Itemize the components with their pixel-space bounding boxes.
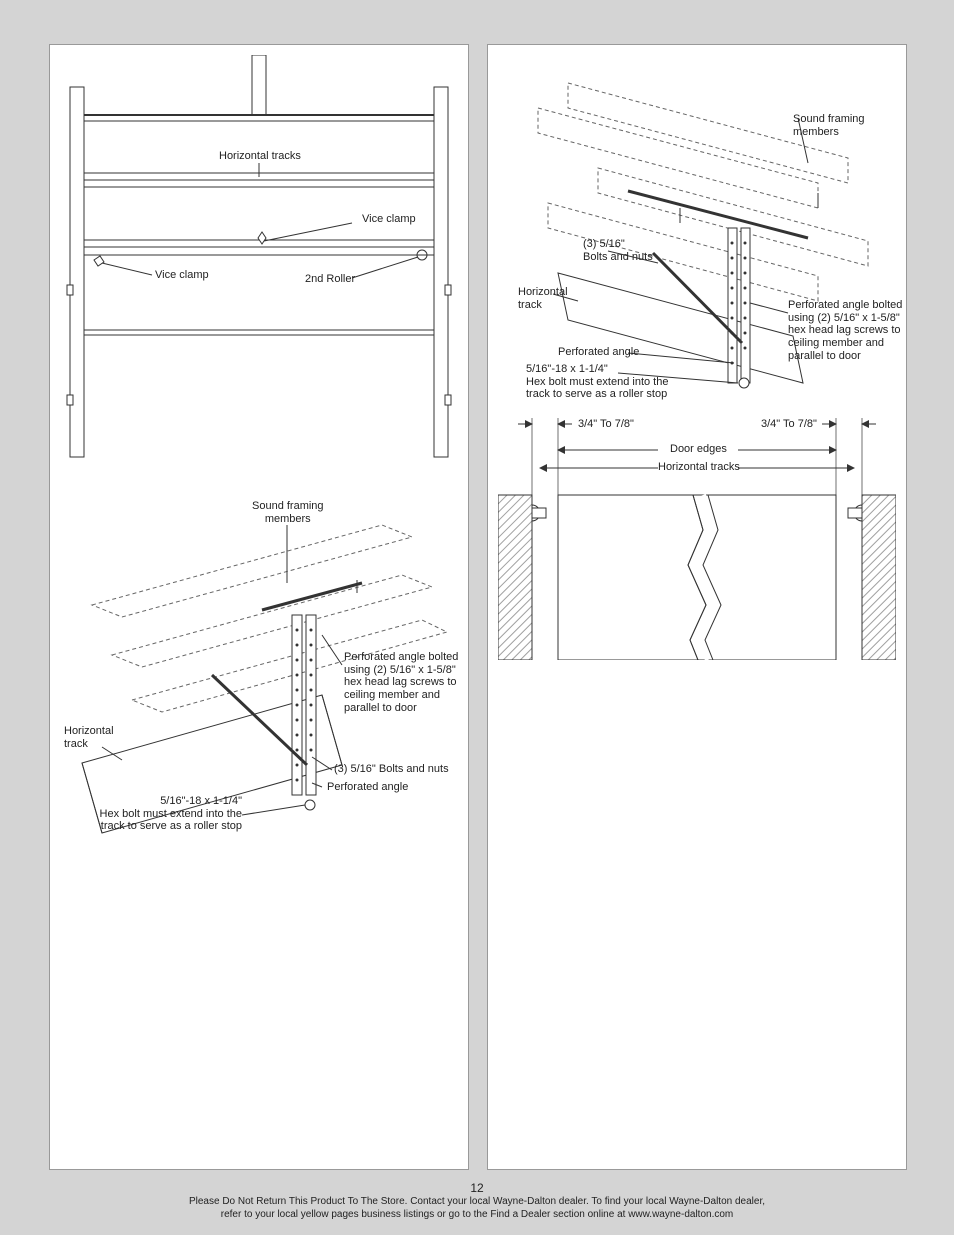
label-horizontal-track: Horizontal track (64, 725, 114, 750)
right-column: Sound framing members (3) 5/16" Bolts an… (487, 44, 907, 1170)
label-door-edges: Door edges (670, 443, 727, 456)
label-perf-angle-bolted-r: Perforated angle bolted using (2) 5/16" … (788, 299, 902, 362)
label-horizontal-tracks-b: Horizontal tracks (658, 461, 740, 474)
label-perf-angle: Perforated angle (327, 781, 408, 794)
label-perf-angle-bolted: Perforated angle bolted using (2) 5/16" … (344, 651, 458, 714)
label-dim-right: 3/4" To 7/8" (761, 418, 817, 431)
figure-4: 3/4" To 7/8" 3/4" To 7/8" Door edges Hor… (498, 410, 896, 660)
footer-line-2: refer to your local yellow pages busines… (0, 1208, 954, 1221)
figure-2: Sound framing members Horizontal track P… (62, 465, 456, 845)
label-bolts-nuts: (3) 5/16" Bolts and nuts (334, 763, 449, 776)
label-hex-bolt-r: 5/16"-18 x 1-1/4" Hex bolt must extend i… (526, 363, 668, 401)
label-horizontal-tracks: Horizontal tracks (219, 150, 301, 163)
label-vice-clamp-left: Vice clamp (155, 269, 209, 282)
left-column: Horizontal tracks Vice clamp Vice clamp … (49, 44, 469, 1170)
figure-3: Sound framing members (3) 5/16" Bolts an… (498, 53, 896, 403)
label-2nd-roller: 2nd Roller (305, 273, 355, 286)
label-vice-clamp-right: Vice clamp (362, 213, 416, 226)
label-perf-angle-r: Perforated angle (558, 346, 639, 359)
footer: 12 Please Do Not Return This Product To … (0, 1181, 954, 1221)
footer-line-1: Please Do Not Return This Product To The… (0, 1195, 954, 1208)
page-number: 12 (0, 1181, 954, 1195)
label-hex-bolt: 5/16"-18 x 1-1/4" Hex bolt must extend i… (82, 795, 242, 833)
label-sound-framing-r: Sound framing members (793, 113, 865, 138)
label-horizontal-track-r: Horizontal track (518, 286, 568, 311)
page: Horizontal tracks Vice clamp Vice clamp … (0, 0, 954, 1235)
label-bolts-nuts-r: (3) 5/16" Bolts and nuts (583, 238, 653, 263)
figure-1: Horizontal tracks Vice clamp Vice clamp … (62, 55, 456, 460)
label-dim-left: 3/4" To 7/8" (578, 418, 634, 431)
label-sound-framing: Sound framing members (252, 500, 324, 525)
